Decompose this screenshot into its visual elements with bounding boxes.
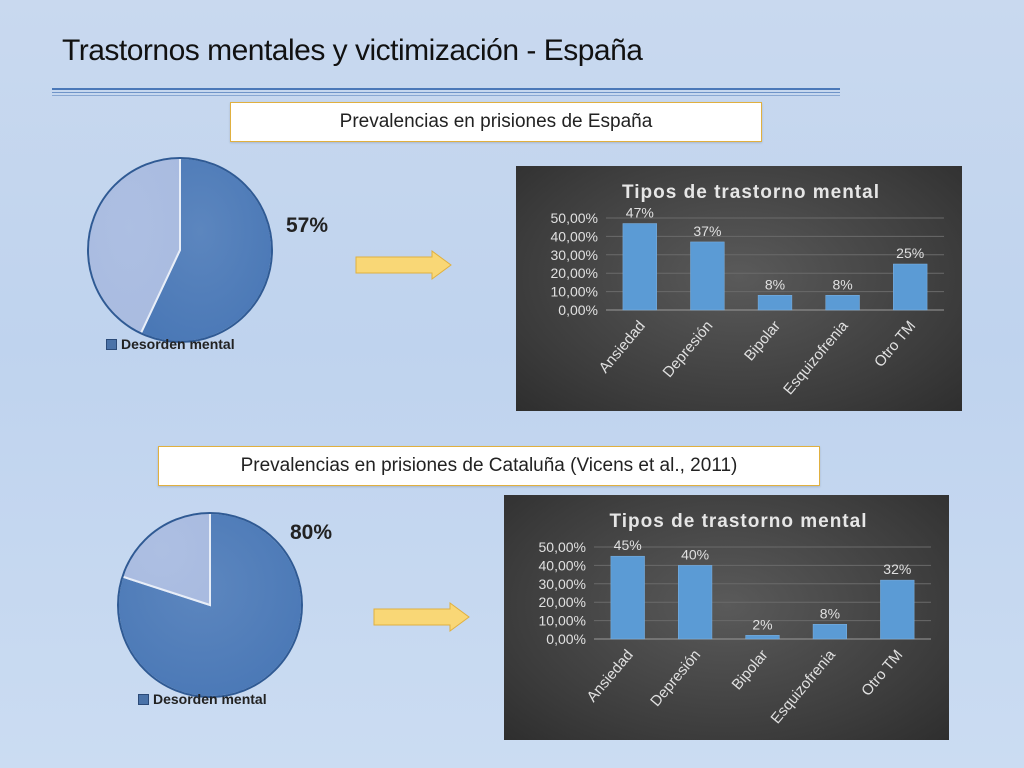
x-tick-label: Bipolar (729, 647, 772, 694)
title-rule (52, 92, 840, 93)
y-tick-label: 30,00% (539, 576, 586, 592)
y-tick-label: 20,00% (551, 265, 598, 281)
y-tick-label: 40,00% (539, 557, 586, 573)
data-label: 37% (693, 223, 721, 239)
chart-title: Tipos de trastorno mental (610, 511, 868, 532)
pie-legend: Desorden mental (106, 336, 235, 352)
pie-percent-label: 57% (286, 214, 329, 237)
legend-swatch (106, 338, 117, 350)
pie-percent-label: 80% (290, 521, 333, 544)
legend-swatch (138, 693, 149, 705)
data-label: 25% (896, 245, 924, 261)
x-tick-label: Ansiedad (584, 647, 637, 706)
legend-label: Desorden mental (121, 336, 235, 352)
y-tick-label: 10,00% (551, 284, 598, 300)
arrow-right-icon (355, 250, 452, 280)
legend-label: Desorden mental (153, 691, 267, 707)
pie-chart-cataluna (117, 511, 303, 698)
y-tick-label: 40,00% (551, 228, 598, 244)
bar (745, 635, 780, 640)
bar (622, 223, 657, 311)
pie-outline (87, 157, 273, 343)
slide-title: Trastornos mentales y victimización - Es… (62, 34, 643, 67)
data-label: 45% (614, 537, 642, 553)
section-label-espana: Prevalencias en prisiones de España (230, 102, 762, 142)
y-tick-label: 50,00% (539, 539, 586, 555)
title-rule (52, 88, 840, 90)
x-tick-label: Esquizofrenia (780, 317, 852, 398)
data-label: 40% (681, 546, 709, 562)
bar-chart-panel-cataluna: Tipos de trastorno mental 0,00% 10,00% 20,0… (504, 495, 949, 740)
title-rule (52, 95, 840, 96)
y-tick-label: 0,00% (558, 302, 598, 318)
x-tick-label: Bipolar (741, 318, 784, 365)
x-tick-label: Otro TM (858, 647, 906, 700)
x-tick-label: Depresión (659, 318, 716, 381)
data-label: 47% (626, 205, 654, 221)
bar-chart-panel-espana: Tipos de trastorno mental 0,00% 10,00% 20,0… (516, 166, 962, 411)
bar-chart-cataluna: Tipos de trastorno mental 0,00% 10,00% 20,0… (539, 511, 931, 727)
data-label: 8% (832, 276, 852, 292)
x-tick-label: Otro TM (871, 318, 919, 371)
data-label: 2% (752, 616, 772, 632)
data-label: 8% (765, 276, 785, 292)
bar (880, 579, 915, 640)
chart-title: Tipos de trastorno mental (622, 182, 880, 203)
bar (812, 624, 847, 640)
pie-legend: Desorden mental (138, 691, 267, 707)
bar (610, 555, 645, 640)
y-tick-label: 30,00% (551, 247, 598, 263)
y-tick-label: 20,00% (539, 594, 586, 610)
arrow-right-icon (373, 602, 470, 632)
bar (757, 295, 793, 311)
y-tick-label: 10,00% (539, 613, 586, 629)
data-label: 8% (820, 605, 840, 621)
y-tick-label: 50,00% (551, 210, 598, 226)
pie-chart-espana (87, 156, 273, 343)
bar (678, 565, 713, 640)
bar (690, 241, 725, 311)
section-label-cataluna: Prevalencias en prisiones de Cataluña (V… (158, 446, 820, 486)
x-tick-label: Esquizofrenia (768, 646, 840, 727)
bar (893, 263, 928, 311)
pie-outline (117, 512, 303, 698)
y-tick-label: 0,00% (546, 631, 586, 647)
bar (825, 295, 860, 311)
bar-chart-espana: Tipos de trastorno mental 0,00% 10,00% 20,0… (551, 182, 944, 398)
x-tick-label: Depresión (647, 647, 704, 710)
data-label: 32% (883, 561, 911, 577)
x-tick-label: Ansiedad (596, 318, 649, 377)
